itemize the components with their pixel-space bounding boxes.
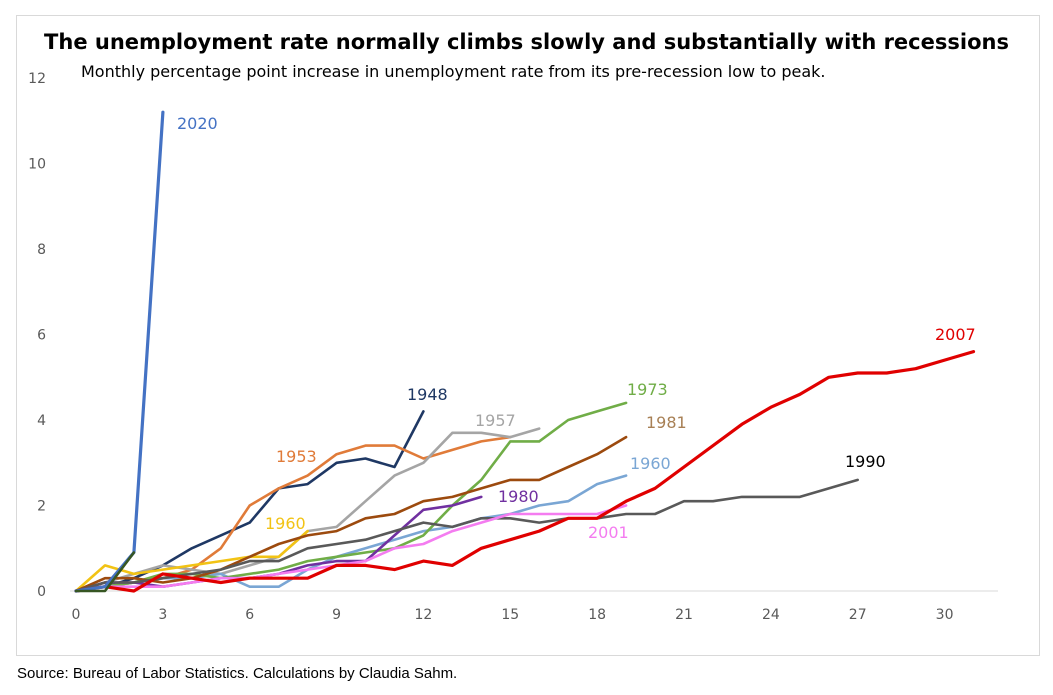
series-label-2007: 2007 <box>935 325 976 344</box>
x-tick-label: 30 <box>936 607 954 623</box>
y-tick-label: 2 <box>37 499 46 515</box>
source-note: Source: Bureau of Labor Statistics. Calc… <box>17 665 458 682</box>
series-line-1960b <box>74 474 628 593</box>
series-label-2020: 2020 <box>177 114 218 133</box>
series-line-1981 <box>74 435 628 593</box>
series-label-1973: 1973 <box>627 380 668 399</box>
series-label-1960b: 1960 <box>630 454 671 473</box>
x-tick-label: 12 <box>415 607 433 623</box>
x-tick-label: 24 <box>762 607 780 623</box>
chart-title: The unemployment rate normally climbs sl… <box>44 30 1009 54</box>
x-tick-label: 6 <box>245 607 254 623</box>
x-tick-label: 27 <box>849 607 867 623</box>
y-tick-label: 12 <box>28 71 46 87</box>
y-tick-label: 4 <box>37 413 46 429</box>
series-label-2001: 2001 <box>588 523 629 542</box>
y-tick-label: 0 <box>37 584 46 600</box>
series-line-2001 <box>74 504 628 593</box>
y-tick-label: 10 <box>28 157 46 173</box>
y-tick-label: 8 <box>37 242 46 258</box>
series-line-1990 <box>74 478 860 593</box>
series-label-1990: 1990 <box>845 452 886 471</box>
series-line-2020 <box>74 110 165 593</box>
chart-subtitle: Monthly percentage point increase in une… <box>81 62 826 81</box>
chart-frame <box>16 15 1040 656</box>
x-tick-label: 0 <box>72 607 81 623</box>
x-tick-label: 18 <box>588 607 606 623</box>
series-label-1960: 1960 <box>265 514 306 533</box>
series-line-1960 <box>74 529 309 593</box>
series-label-1981: 1981 <box>646 413 687 432</box>
chart-series-lines <box>74 110 976 593</box>
x-tick-label: 21 <box>675 607 693 623</box>
x-tick-label: 3 <box>158 607 167 623</box>
y-tick-label: 6 <box>37 328 46 344</box>
chart-series-labels: 1948 1953 1957 1960 1960 1973 1980 1981 1990 2001… <box>177 114 976 542</box>
series-label-1953: 1953 <box>276 447 317 466</box>
series-label-1948: 1948 <box>407 385 448 404</box>
series-label-1980: 1980 <box>498 487 539 506</box>
x-tick-label: 9 <box>332 607 341 623</box>
series-line-2007 <box>74 350 976 593</box>
x-tick-label: 15 <box>501 607 519 623</box>
series-line-2020b <box>74 551 136 593</box>
series-label-1957: 1957 <box>475 411 516 430</box>
